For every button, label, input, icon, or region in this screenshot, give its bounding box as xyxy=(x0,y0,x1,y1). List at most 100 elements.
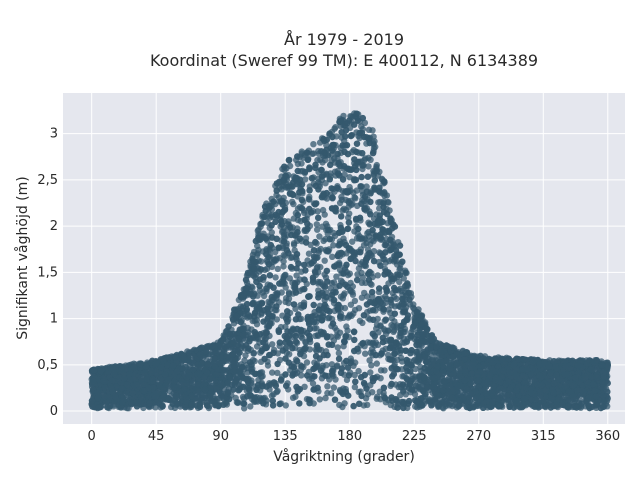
data-point xyxy=(234,399,241,407)
data-point xyxy=(334,333,341,340)
data-point xyxy=(315,280,322,287)
data-point xyxy=(346,174,353,181)
data-point xyxy=(306,193,313,201)
data-point xyxy=(289,198,296,205)
data-point xyxy=(341,400,348,407)
data-point xyxy=(363,183,370,190)
data-point xyxy=(388,315,395,322)
data-point xyxy=(254,242,261,250)
data-point xyxy=(249,284,256,291)
data-point xyxy=(306,346,314,353)
data-point xyxy=(285,289,293,296)
data-point xyxy=(367,369,374,376)
data-point xyxy=(299,335,306,342)
data-point xyxy=(250,248,258,256)
data-point xyxy=(346,311,354,318)
data-point xyxy=(280,263,287,270)
data-point xyxy=(242,352,249,359)
data-point xyxy=(289,394,297,401)
data-point xyxy=(351,306,359,314)
data-point xyxy=(314,226,321,233)
data-point xyxy=(268,392,276,399)
data-point xyxy=(393,257,400,265)
data-point xyxy=(427,350,434,358)
chart-title: År 1979 - 2019 xyxy=(284,30,404,49)
data-point xyxy=(274,265,281,273)
data-point xyxy=(364,339,371,346)
data-point xyxy=(358,294,366,301)
data-point xyxy=(396,266,403,273)
data-point xyxy=(274,387,281,395)
data-point xyxy=(266,386,273,393)
data-point xyxy=(342,206,350,214)
data-point xyxy=(388,322,395,329)
data-point xyxy=(343,323,350,330)
data-point xyxy=(351,383,359,391)
data-point xyxy=(346,270,353,277)
data-point xyxy=(293,272,300,279)
data-point xyxy=(347,286,354,294)
data-point xyxy=(332,376,339,383)
data-point xyxy=(390,328,397,335)
data-point xyxy=(358,269,365,277)
data-point xyxy=(329,253,336,260)
data-point xyxy=(355,367,362,375)
data-point xyxy=(336,401,343,409)
data-point xyxy=(282,402,289,409)
data-point xyxy=(338,196,345,204)
data-point xyxy=(401,339,408,347)
data-point xyxy=(376,388,383,395)
data-point xyxy=(411,376,418,383)
data-point xyxy=(247,403,254,410)
data-point xyxy=(324,230,331,238)
data-point xyxy=(330,242,337,249)
data-point xyxy=(382,293,389,300)
data-point xyxy=(232,394,239,402)
data-point xyxy=(310,150,317,157)
data-point xyxy=(362,350,369,357)
data-point xyxy=(321,257,328,264)
data-point xyxy=(255,376,262,384)
data-point xyxy=(314,208,321,215)
data-point xyxy=(333,273,340,280)
data-point xyxy=(301,383,308,390)
data-point xyxy=(358,279,366,286)
data-point xyxy=(368,362,375,369)
data-point xyxy=(349,238,356,245)
data-point xyxy=(475,402,482,409)
data-point xyxy=(319,159,326,166)
data-point xyxy=(303,280,310,288)
data-point xyxy=(351,297,359,305)
data-point xyxy=(369,339,377,346)
data-point xyxy=(313,360,321,368)
data-point xyxy=(369,293,376,300)
data-point xyxy=(350,189,357,196)
data-point xyxy=(328,361,336,368)
data-point xyxy=(334,344,341,351)
data-point xyxy=(305,250,313,257)
data-point xyxy=(330,384,338,391)
data-point xyxy=(269,341,276,348)
data-point xyxy=(397,391,404,399)
data-point xyxy=(356,317,364,324)
data-points xyxy=(88,110,611,412)
data-point xyxy=(278,289,285,296)
data-point xyxy=(303,359,311,366)
data-point xyxy=(399,373,406,380)
data-point xyxy=(324,389,331,397)
data-point xyxy=(273,316,281,323)
chart-subtitle: Koordinat (Sweref 99 TM): E 400112, N 61… xyxy=(150,51,538,70)
data-point xyxy=(310,247,318,254)
data-point xyxy=(324,315,332,322)
data-point xyxy=(337,277,345,284)
data-point xyxy=(269,369,276,376)
data-point xyxy=(390,241,397,248)
data-point xyxy=(361,235,368,242)
data-point xyxy=(365,126,373,133)
data-point xyxy=(361,119,369,127)
data-point xyxy=(321,211,328,218)
data-point xyxy=(316,233,323,240)
data-point xyxy=(366,357,373,364)
data-point xyxy=(313,221,320,228)
